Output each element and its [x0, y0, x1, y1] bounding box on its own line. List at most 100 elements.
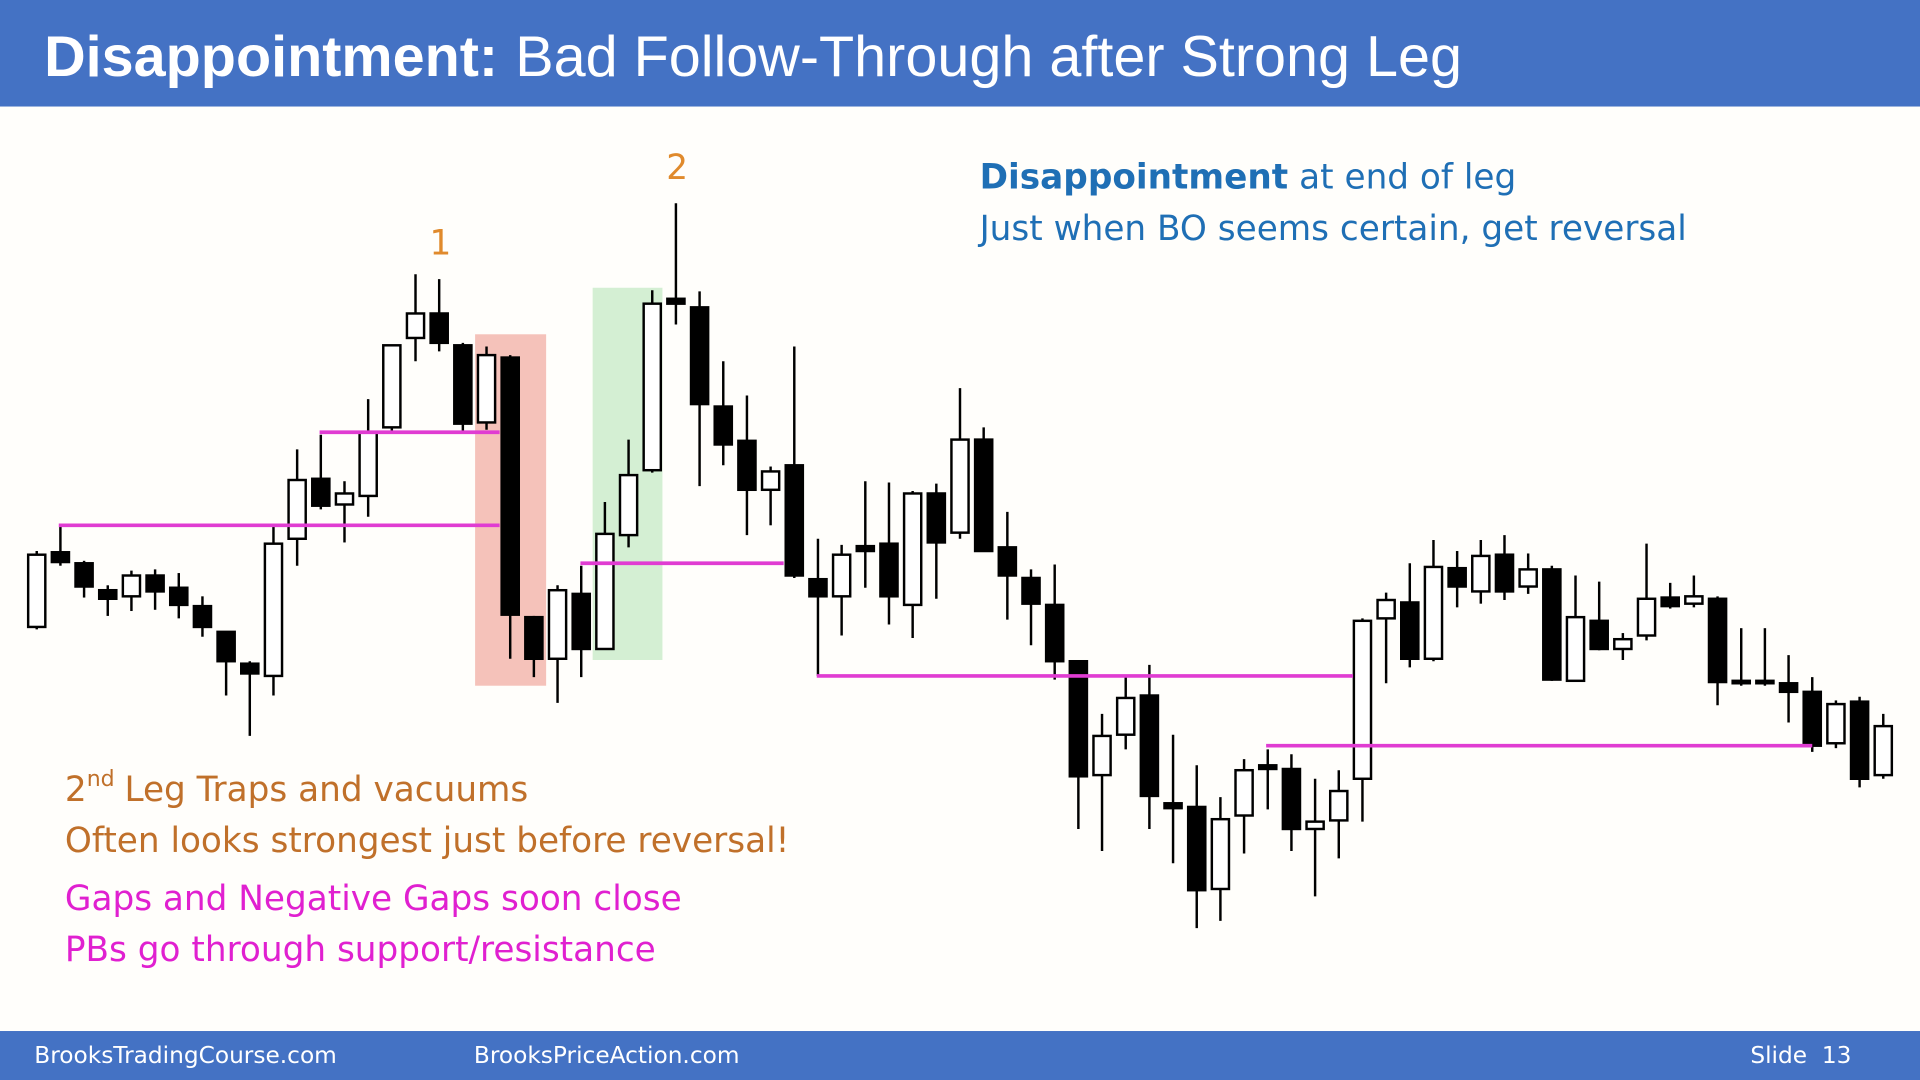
candle-body [476, 353, 497, 424]
title: Disappointment: Bad Follow-Through after … [44, 25, 1462, 89]
candle-body [1163, 802, 1183, 810]
candle-body [405, 312, 426, 340]
candle-body [168, 586, 189, 607]
candle-body [263, 542, 284, 678]
note-rest: Leg Traps and vacuums [124, 770, 528, 810]
footer: BrooksTradingCourse.com BrooksPriceActio… [34, 1042, 1851, 1069]
candle-body [429, 312, 449, 345]
candle-body [879, 542, 899, 598]
candle-body [121, 574, 142, 598]
footer-left: BrooksTradingCourse.com [34, 1042, 337, 1069]
candle-body [1636, 597, 1657, 637]
candle-body [1494, 553, 1515, 593]
gap-lines [58, 430, 1813, 748]
candle-body [1707, 597, 1728, 684]
candle-body [808, 577, 828, 598]
candle-body [1234, 768, 1254, 817]
candle-body [145, 574, 165, 593]
candle-body [240, 662, 260, 675]
candle-body [713, 405, 734, 446]
note-bold: Disappointment [980, 158, 1289, 198]
candle-body [311, 477, 331, 507]
note-rest: at end of leg [1299, 158, 1516, 198]
note-num: 2 [65, 770, 87, 810]
candle-body [689, 306, 710, 406]
candle-body [524, 615, 544, 660]
candle-body [642, 302, 663, 472]
candle-body [74, 562, 94, 588]
candle-body [1400, 601, 1420, 660]
candle-body [1376, 598, 1396, 620]
candle-body [571, 592, 592, 651]
candle-body [287, 478, 307, 540]
candle-body [666, 297, 686, 305]
candle-body [1778, 682, 1799, 694]
candle-body [1613, 637, 1633, 651]
candle-body [97, 588, 118, 600]
candle-body [760, 470, 781, 492]
notes: Disappointment at end of leg Just when BO… [65, 158, 1687, 971]
candle-body [1115, 696, 1136, 736]
candle-body [358, 431, 378, 498]
candle-body [1352, 619, 1373, 780]
candle-body [1423, 565, 1444, 660]
candle-body [1186, 805, 1207, 892]
candle-body [1044, 603, 1065, 663]
candle-body [618, 473, 639, 537]
note: Disappointment at end of leg [980, 158, 1517, 198]
leg-label: 2 [666, 148, 688, 188]
note: Often looks strongest just before revers… [65, 821, 789, 861]
candle-body [1849, 700, 1870, 781]
candle-body [1684, 595, 1704, 605]
candle-body [50, 551, 71, 564]
candle-body [1873, 724, 1894, 777]
note: Gaps and Negative Gaps soon close [65, 879, 682, 919]
candle-body [1542, 568, 1562, 681]
candle-body [500, 356, 520, 616]
footer-slide: Slide 13 [1750, 1042, 1851, 1069]
candle-body [1210, 817, 1231, 891]
candle-body [1755, 679, 1775, 685]
candle-body [950, 438, 970, 534]
candle-body [334, 492, 355, 506]
candle-body [926, 492, 947, 544]
candle-body [831, 553, 852, 598]
candle-body [26, 553, 47, 629]
candle-body [595, 532, 615, 651]
candle-body [216, 630, 236, 663]
candle-body [192, 604, 213, 629]
candle-body [1660, 596, 1680, 608]
candle-body [1139, 694, 1160, 798]
footer-bar [0, 1031, 1920, 1080]
candle-body [1589, 619, 1609, 651]
candle-body [1471, 554, 1491, 593]
candle-body [1565, 615, 1586, 683]
header-bar [0, 0, 1920, 107]
candle-body [973, 438, 994, 553]
candle-body [453, 344, 473, 425]
footer-center: BrooksPriceAction.com [474, 1042, 740, 1069]
title-rest: Bad Follow-Through after Strong Leg [515, 25, 1462, 89]
candle-body [1518, 568, 1538, 588]
candle-body [1092, 734, 1112, 777]
candle-body [855, 544, 876, 553]
candle-body [997, 546, 1018, 577]
candle-body [902, 492, 923, 607]
candle-body [547, 588, 568, 660]
candle-body [1447, 566, 1467, 588]
leg-label: 1 [430, 224, 452, 264]
candles: 12 [26, 148, 1894, 929]
candle-body [1826, 702, 1846, 745]
candle-body [1328, 789, 1349, 822]
candle-body [1305, 820, 1325, 831]
candle-body [737, 439, 757, 492]
candle-body [1281, 767, 1302, 831]
note: 2nd Leg Traps and vacuums [65, 767, 528, 810]
candle-body [784, 464, 805, 577]
note-sup: nd [87, 767, 115, 792]
candle-body [1068, 660, 1089, 778]
candle-body [1257, 764, 1278, 771]
candle-body [382, 344, 402, 429]
note: Just when BO seems certain, get reversal [978, 209, 1687, 249]
